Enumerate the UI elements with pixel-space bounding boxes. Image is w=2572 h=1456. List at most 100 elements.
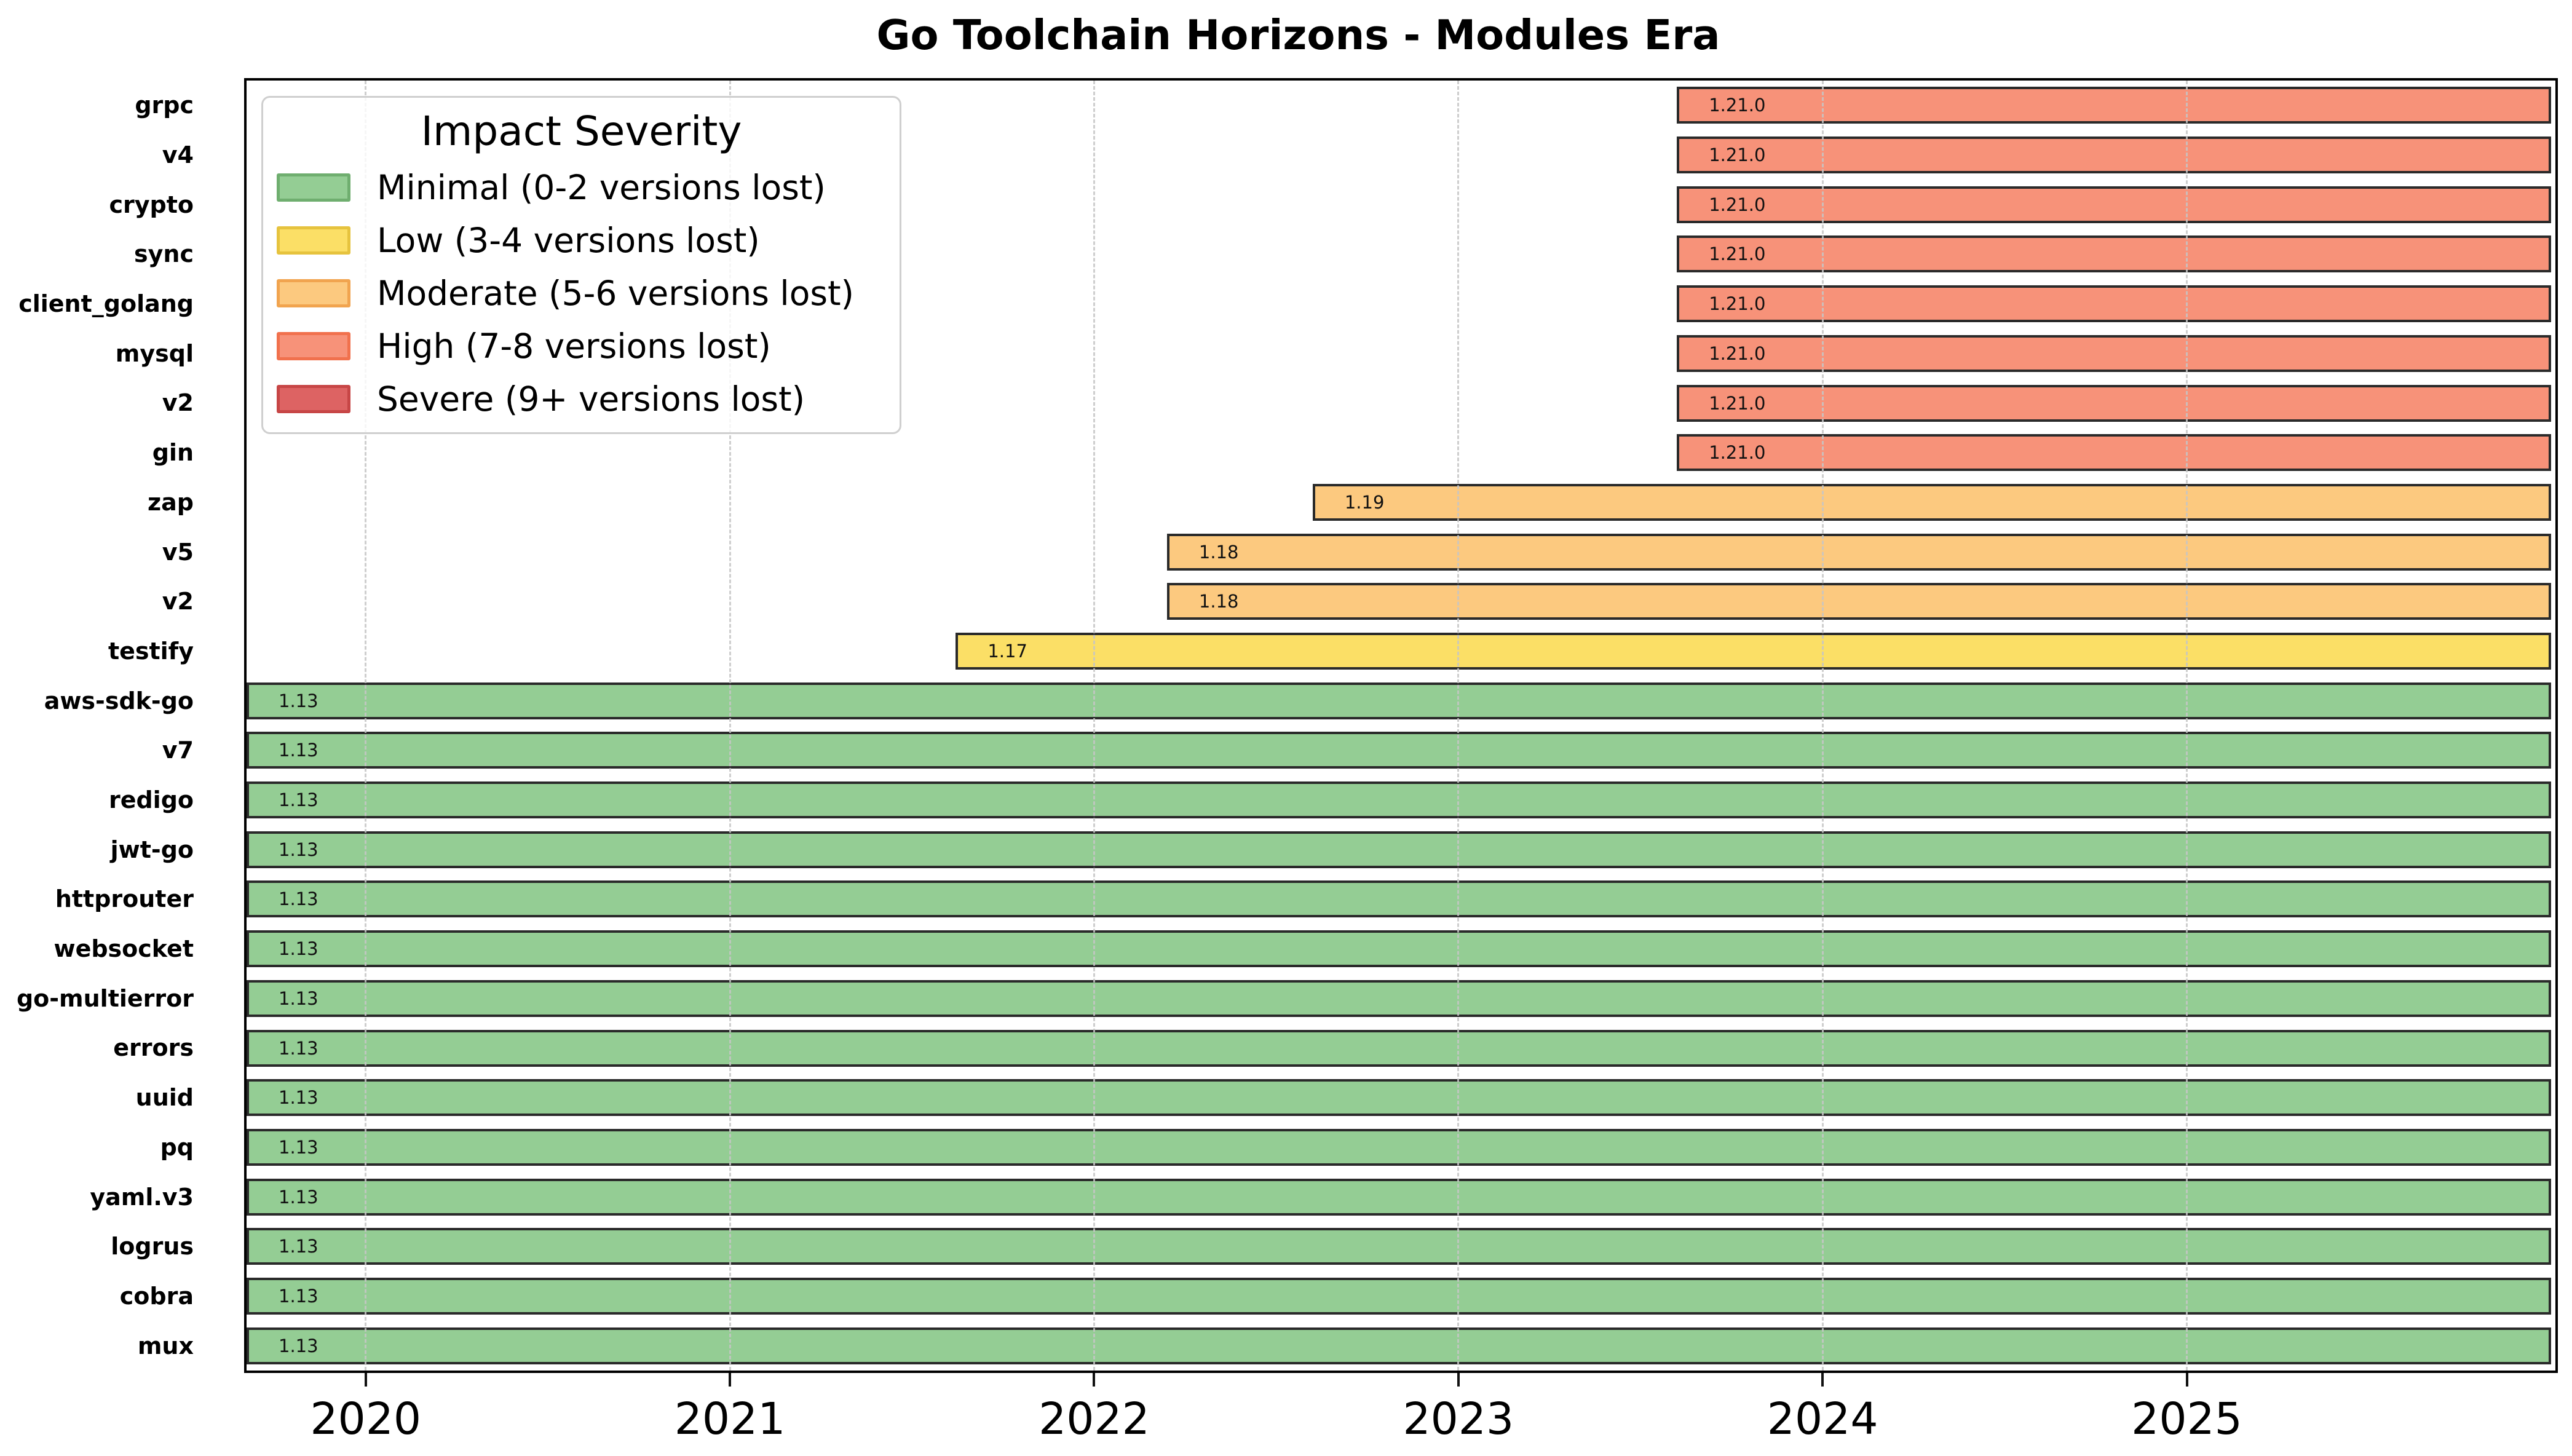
y-label-v5: v5: [162, 538, 194, 566]
y-label-websocket: websocket: [53, 935, 194, 963]
gridline-2024: [1821, 81, 1824, 1371]
bar-value-label: 1.13: [279, 888, 319, 910]
bar-value-label: 1.13: [279, 938, 319, 960]
x-tick-label-2020: 2020: [310, 1393, 422, 1444]
x-tick-mark-2025: [2185, 1373, 2188, 1387]
y-label-aws-sdk-go: aws-sdk-go: [44, 687, 194, 714]
bar-v2: 1.21.0: [1677, 384, 2551, 422]
bar-errors: 1.13: [247, 1029, 2551, 1067]
bar-value-label: 1.21.0: [1709, 442, 1766, 464]
y-label-jwt-go: jwt-go: [110, 836, 194, 863]
gridline-2023: [1457, 81, 1460, 1371]
bar-jwt-go: 1.13: [247, 831, 2551, 868]
y-label-crypto: crypto: [109, 191, 194, 218]
legend-swatch-minimal: [277, 173, 350, 202]
y-label-yaml.v3: yaml.v3: [90, 1183, 194, 1211]
legend-label-low: Low (3-4 versions lost): [377, 221, 760, 260]
x-tick-label-2022: 2022: [1039, 1393, 1150, 1444]
x-tick-mark-2024: [1821, 1373, 1824, 1387]
y-label-uuid: uuid: [135, 1084, 194, 1112]
bar-go-multierror: 1.13: [247, 979, 2551, 1017]
chart-title: Go Toolchain Horizons - Modules Era: [876, 11, 1720, 59]
bar-pq: 1.13: [247, 1128, 2551, 1166]
bar-value-label: 1.18: [1198, 591, 1239, 612]
legend-swatch-low: [277, 226, 350, 255]
y-label-errors: errors: [113, 1034, 194, 1062]
legend-item-low: Low (3-4 versions lost): [263, 214, 900, 267]
legend-label-severe: Severe (9+ versions lost): [377, 379, 805, 419]
legend-item-minimal: Minimal (0-2 versions lost): [263, 161, 900, 214]
legend-item-severe: Severe (9+ versions lost): [263, 373, 900, 425]
bar-value-label: 1.21.0: [1709, 95, 1766, 116]
bar-v5: 1.18: [1166, 533, 2551, 571]
bar-value-label: 1.19: [1344, 491, 1385, 513]
bar-uuid: 1.13: [247, 1079, 2551, 1117]
legend-label-moderate: Moderate (5-6 versions lost): [377, 274, 855, 313]
legend-item-high: High (7-8 versions lost): [263, 320, 900, 373]
bar-crypto: 1.21.0: [1677, 186, 2551, 223]
bar-value-label: 1.13: [279, 1087, 319, 1109]
bar-value-label: 1.21.0: [1709, 144, 1766, 166]
legend-label-high: High (7-8 versions lost): [377, 326, 771, 366]
x-tick-mark-2023: [1457, 1373, 1460, 1387]
y-label-client_golang: client_golang: [18, 290, 194, 318]
x-tick-label-2021: 2021: [674, 1393, 786, 1444]
y-label-mysql: mysql: [115, 339, 194, 367]
legend-label-minimal: Minimal (0-2 versions lost): [377, 168, 826, 207]
gridline-2020: [365, 81, 367, 1371]
y-label-logrus: logrus: [111, 1233, 194, 1260]
x-tick-mark-2020: [364, 1373, 367, 1387]
bar-value-label: 1.21.0: [1709, 342, 1766, 364]
bar-value-label: 1.18: [1198, 541, 1239, 563]
x-tick-mark-2021: [729, 1373, 732, 1387]
bar-value-label: 1.13: [279, 1037, 319, 1059]
bar-sync: 1.21.0: [1677, 235, 2551, 273]
bar-value-label: 1.13: [279, 839, 319, 860]
legend-title: Impact Severity: [421, 108, 742, 155]
bar-value-label: 1.13: [279, 987, 319, 1009]
legend: Impact Severity Minimal (0-2 versions lo…: [261, 96, 901, 434]
x-tick-label-2025: 2025: [2131, 1393, 2242, 1444]
y-label-cobra: cobra: [119, 1282, 194, 1310]
bar-mysql: 1.21.0: [1677, 334, 2551, 372]
y-label-v4: v4: [162, 141, 194, 169]
y-label-zap: zap: [148, 488, 194, 516]
gridline-2025: [2186, 81, 2188, 1371]
x-tick-label-2023: 2023: [1403, 1393, 1514, 1444]
bar-testify: 1.17: [956, 632, 2551, 670]
bar-value-label: 1.13: [279, 1285, 319, 1307]
bar-websocket: 1.13: [247, 930, 2551, 968]
bar-value-label: 1.17: [987, 640, 1027, 662]
bar-value-label: 1.13: [279, 789, 319, 811]
bar-redigo: 1.13: [247, 781, 2551, 819]
y-label-redigo: redigo: [108, 786, 194, 814]
y-label-gin: gin: [152, 439, 194, 467]
x-tick-mark-2022: [1093, 1373, 1096, 1387]
legend-item-moderate: Moderate (5-6 versions lost): [263, 267, 900, 320]
bar-v2: 1.18: [1166, 583, 2551, 620]
y-label-sync: sync: [134, 240, 194, 268]
bar-zap: 1.19: [1312, 483, 2551, 521]
bar-value-label: 1.13: [279, 1335, 319, 1356]
bar-aws-sdk-go: 1.13: [247, 682, 2551, 719]
bar-logrus: 1.13: [247, 1228, 2551, 1265]
legend-swatch-moderate: [277, 279, 350, 307]
bar-v4: 1.21.0: [1677, 136, 2551, 174]
bar-value-label: 1.21.0: [1709, 194, 1766, 215]
bar-httprouter: 1.13: [247, 880, 2551, 918]
y-label-go-multierror: go-multierror: [16, 984, 194, 1012]
bar-grpc: 1.21.0: [1677, 87, 2551, 124]
y-label-pq: pq: [160, 1133, 194, 1161]
y-label-v2: v2: [162, 588, 194, 615]
bar-mux: 1.13: [247, 1327, 2551, 1364]
bar-value-label: 1.13: [279, 1136, 319, 1158]
bar-value-label: 1.13: [279, 1186, 319, 1208]
bar-gin: 1.21.0: [1677, 434, 2551, 472]
y-label-httprouter: httprouter: [55, 885, 194, 913]
y-label-grpc: grpc: [135, 92, 194, 119]
bar-cobra: 1.13: [247, 1277, 2551, 1315]
y-label-v2: v2: [162, 389, 194, 417]
bar-value-label: 1.21.0: [1709, 392, 1766, 414]
bar-value-label: 1.13: [279, 690, 319, 711]
